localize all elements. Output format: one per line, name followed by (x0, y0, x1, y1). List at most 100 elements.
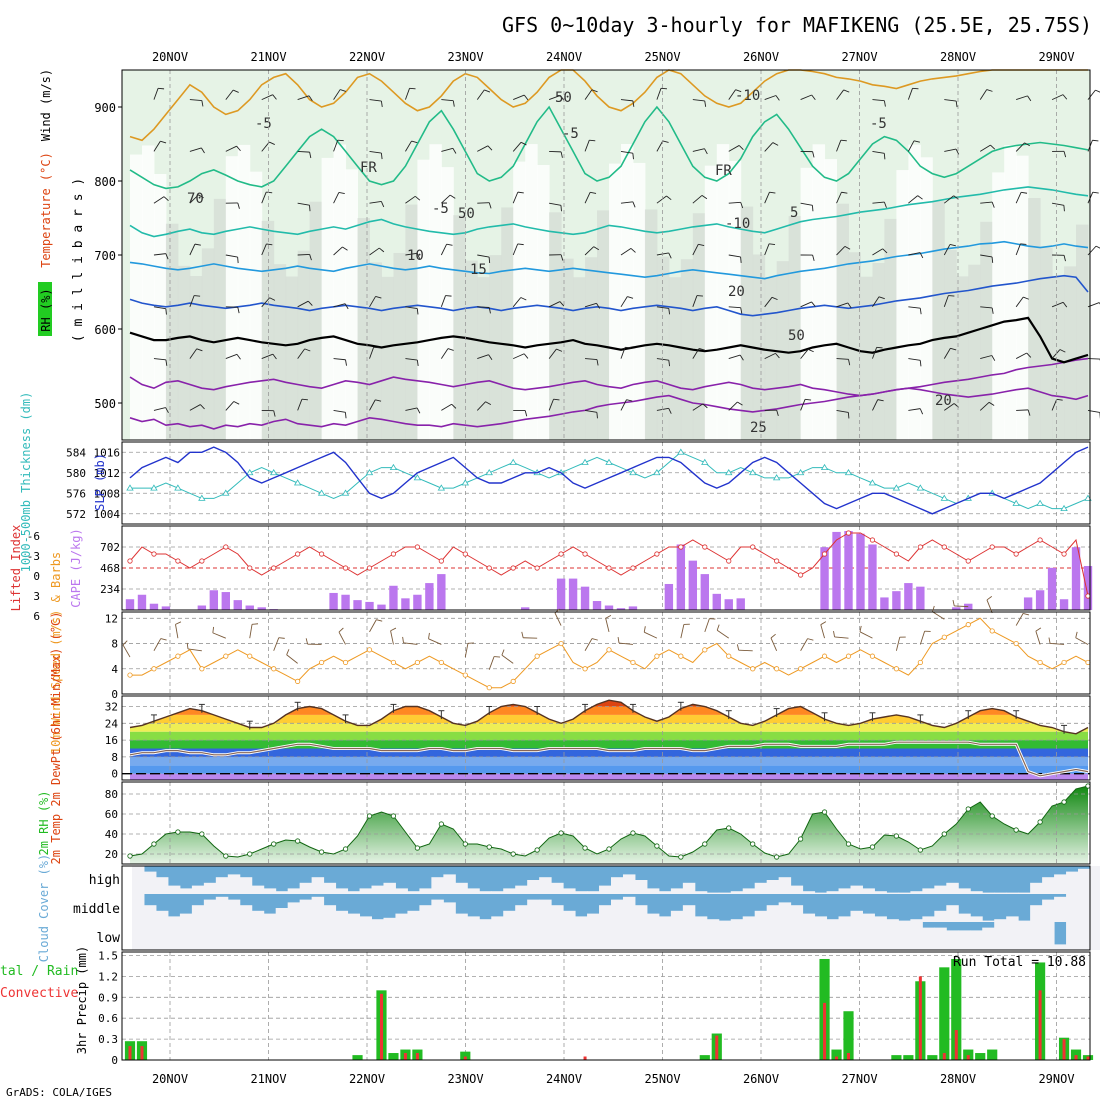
cloud-clear-cell (132, 866, 145, 894)
wind-speed-marker (199, 666, 205, 672)
cloud-clear-cell (910, 922, 923, 950)
li-tick-label: -6 (27, 530, 40, 543)
wind-barb (548, 301, 561, 308)
lifted-index-marker (869, 537, 876, 543)
wind-barb (584, 638, 593, 651)
wind-barb-flag (738, 145, 744, 151)
cloud-level-label: middle (73, 902, 120, 917)
wind-barb (548, 399, 554, 411)
cloud-clear-cell (179, 888, 193, 894)
wind10-axis-label: 10m Wind Speed (m/s) & Barbs (49, 552, 63, 754)
thickness-marker (772, 474, 781, 481)
thickness-marker (174, 484, 182, 491)
wind-barb-flag (194, 243, 201, 246)
cloud-clear-cell (814, 892, 828, 894)
precip-tick-label: 0 (111, 1054, 118, 1067)
cloud-clear-cell (838, 922, 851, 950)
cloud-clear-cell (898, 892, 911, 894)
wind-speed-marker (223, 653, 229, 659)
panel-frame (121, 695, 1091, 781)
rh-marker (127, 853, 133, 859)
cloud-clear-cell (982, 920, 995, 922)
wind-barb (476, 89, 485, 100)
rh-lower-band (609, 163, 622, 441)
precip-tick-label: 0.3 (98, 1033, 118, 1046)
wind-speed-marker (941, 634, 947, 640)
precip-convective-bar (415, 1053, 419, 1060)
precip-axis-label: 3hr Precip (mm) (75, 946, 89, 1054)
wind-speed-marker (318, 659, 325, 666)
wind-barb (944, 148, 957, 152)
cape-bar (197, 605, 207, 610)
cape-bar (856, 533, 865, 610)
rh-lower-band (165, 223, 179, 440)
wind-barb-flag (488, 202, 492, 209)
wind-barb-flag (737, 401, 743, 406)
precip-convective-bar (379, 993, 383, 1060)
cloud-clear-cell (563, 888, 576, 894)
wind-barb-flag (524, 410, 528, 417)
wind-barb (1051, 202, 1064, 206)
wind-barb (512, 142, 522, 152)
wind-barb (872, 150, 885, 154)
wind-barb (692, 195, 703, 204)
cloud-clear-cell (910, 891, 923, 894)
cloud-clear-cell (191, 905, 205, 922)
wind-barb-flag (266, 243, 273, 246)
rh-marker (199, 831, 205, 837)
rh-lower-band (501, 207, 514, 440)
thickness-tick-label: 580 (66, 467, 86, 480)
precip-total-bar (951, 958, 962, 1060)
rh-marker (318, 849, 325, 855)
cloud-clear-cell (191, 922, 205, 950)
wind-barb-flag (859, 625, 862, 632)
wind-barb (153, 253, 166, 256)
cloud-clear-cell (778, 877, 792, 894)
temp-line (129, 699, 1089, 735)
slp-line (129, 446, 1089, 515)
cloud-clear-cell (850, 922, 863, 950)
cloud-clear-cell (634, 905, 648, 922)
lifted-index-marker (726, 558, 732, 564)
cloud-clear-cell (658, 922, 672, 950)
wind-barb-flag (160, 638, 167, 641)
wind-barb-flag (278, 637, 285, 639)
cloud-clear-cell (407, 891, 420, 894)
thickness-marker (485, 468, 493, 476)
rh-lower-band (513, 161, 526, 441)
wind-barb-flag (200, 147, 205, 154)
cape-tick-label: 702 (100, 541, 120, 554)
wind-barb-flag (1063, 151, 1067, 158)
wind-barb-flag (1023, 296, 1029, 300)
cloud-clear-cell (251, 885, 265, 894)
thickness-marker (317, 489, 326, 496)
wind-barb-flag (553, 398, 560, 401)
wind-barb-flag (775, 95, 780, 101)
wind-barb (728, 306, 741, 309)
wind-speed-marker (534, 653, 540, 659)
wind-barb (692, 99, 705, 102)
wind-barb (872, 296, 880, 308)
isotherm-10 (129, 240, 1089, 280)
wind-barb-flag (1062, 302, 1068, 308)
cloud-clear-cell (898, 922, 911, 950)
cloud-clear-cell (778, 922, 792, 950)
cloud-clear-cell (599, 905, 612, 922)
rh-marker (582, 845, 588, 851)
wind-barb (286, 654, 298, 664)
panel-frame (121, 611, 1091, 695)
wind-barb (986, 599, 993, 614)
wind-barb (836, 192, 842, 204)
cape-bar (952, 607, 961, 610)
cloud-clear-cell (467, 888, 480, 894)
cloud-clear-cell (934, 927, 947, 950)
rh-marker (271, 841, 277, 847)
cloud-clear-cell (730, 919, 744, 922)
wind-barb-flag (643, 626, 646, 633)
wind-barb-flag (165, 253, 169, 260)
thickness-marker (293, 479, 302, 486)
rh-lower-band (980, 221, 993, 440)
rh-lower-band (1076, 224, 1089, 440)
cloud-clear-cell (299, 899, 313, 922)
cloud-clear-cell (622, 922, 636, 950)
